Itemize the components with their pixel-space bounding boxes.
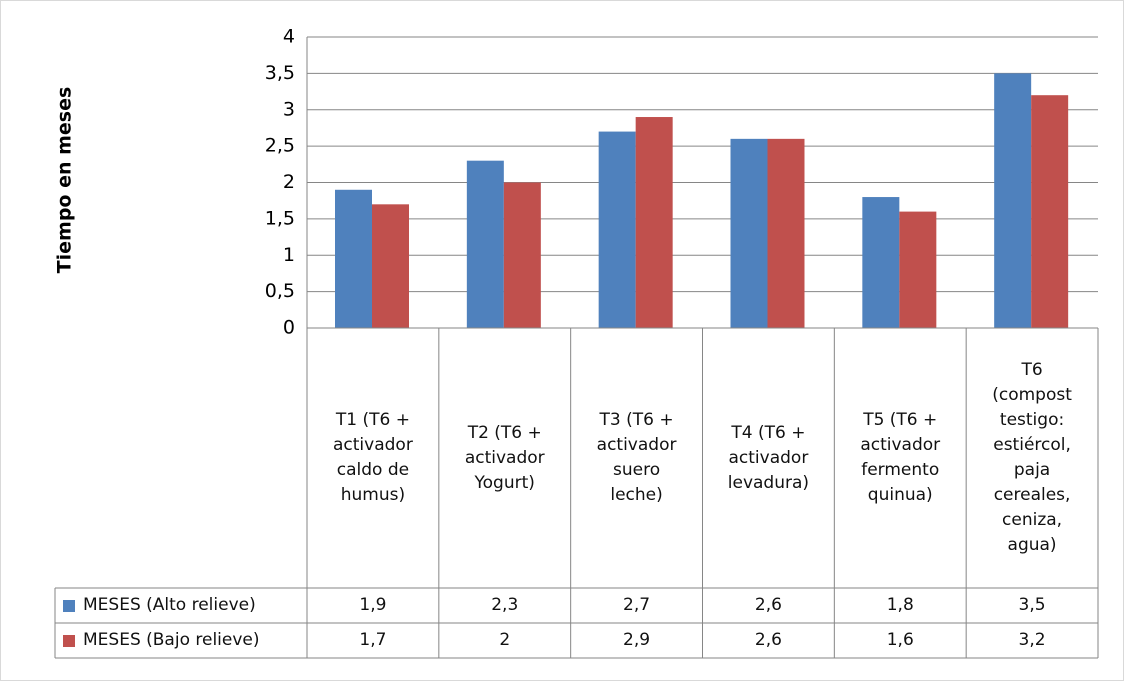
y-tick-label: 0 — [283, 317, 295, 339]
x-tick-label-text: T5 (T6 + activador fermento quinua) — [860, 410, 941, 505]
bar — [994, 73, 1032, 328]
table-value: 2,9 — [571, 623, 703, 658]
table-value: 1,8 — [834, 588, 966, 623]
y-axis-title: Tiempo en meses — [54, 87, 76, 274]
x-tick-label: T4 (T6 + activador levadura) — [703, 328, 835, 588]
table-value: 2,7 — [571, 588, 703, 623]
y-tick-label: 3,5 — [265, 62, 295, 84]
x-tick-label: T6 (compost testigo: estiércol, paja cer… — [966, 328, 1098, 588]
table-value: 3,2 — [966, 623, 1098, 658]
table-value-text: 1,8 — [886, 595, 914, 615]
table-value: 2,6 — [703, 623, 835, 658]
bar — [466, 160, 504, 328]
table-value-text: 3,5 — [1018, 595, 1046, 615]
x-tick-label-text: T4 (T6 + activador levadura) — [727, 422, 810, 493]
bar — [635, 117, 673, 329]
bar — [503, 182, 541, 328]
x-tick-label: T1 (T6 + activador caldo de humus) — [307, 328, 439, 588]
table-value-text: 2,7 — [623, 595, 651, 615]
table-value-text: 1,6 — [886, 630, 914, 650]
y-tick-label: 2 — [283, 171, 295, 193]
table-value-text: 2,6 — [754, 595, 782, 615]
bar — [335, 189, 372, 328]
table-value-text: 3,2 — [1018, 630, 1046, 650]
x-tick-label: T5 (T6 + activador fermento quinua) — [834, 328, 966, 588]
y-tick-label: 1 — [283, 244, 295, 266]
bar — [899, 211, 937, 328]
legend-label: MESES (Alto relieve) — [83, 595, 256, 615]
y-tick-label: 3 — [283, 98, 295, 120]
table-value: 2,6 — [703, 588, 835, 623]
x-tick-label: T3 (T6 + activador suero leche) — [571, 328, 703, 588]
table-value: 3,5 — [966, 588, 1098, 623]
legend-entry: MESES (Alto relieve) — [55, 588, 307, 623]
x-tick-label-text: T2 (T6 + activador Yogurt) — [464, 422, 545, 493]
x-tick-label-text: T1 (T6 + activador caldo de humus) — [333, 410, 413, 505]
table-value-text: 2,3 — [491, 595, 519, 615]
bar — [862, 197, 900, 328]
x-tick-label: T2 (T6 + activador Yogurt) — [439, 328, 571, 588]
table-value: 1,6 — [834, 623, 966, 658]
y-tick-label: 1,5 — [265, 207, 295, 229]
bar — [730, 138, 768, 328]
table-value: 1,9 — [307, 588, 439, 623]
table-value: 2 — [439, 623, 571, 658]
bar — [372, 204, 409, 328]
y-tick-label: 4 — [283, 26, 295, 48]
x-tick-label-text: T6 (compost testigo: estiércol, paja cer… — [992, 360, 1072, 555]
table-value: 1,7 — [307, 623, 439, 658]
legend-entry: MESES (Bajo relieve) — [55, 623, 307, 658]
x-tick-label-text: T3 (T6 + activador suero leche) — [596, 410, 677, 505]
legend-swatch — [63, 634, 75, 647]
bar — [598, 131, 636, 328]
bar — [767, 138, 805, 328]
table-value-text: 2,9 — [623, 630, 651, 650]
y-tick-label: 2,5 — [265, 135, 295, 157]
table-value-text: 2,6 — [754, 630, 782, 650]
bar — [1031, 95, 1069, 328]
y-tick-label: 0,5 — [265, 280, 295, 302]
table-value: 2,3 — [439, 588, 571, 623]
legend-swatch — [63, 599, 75, 612]
table-value-text: 2 — [499, 630, 511, 650]
table-value-text: 1,7 — [359, 630, 387, 650]
legend-label: MESES (Bajo relieve) — [83, 630, 260, 650]
table-value-text: 1,9 — [359, 595, 387, 615]
